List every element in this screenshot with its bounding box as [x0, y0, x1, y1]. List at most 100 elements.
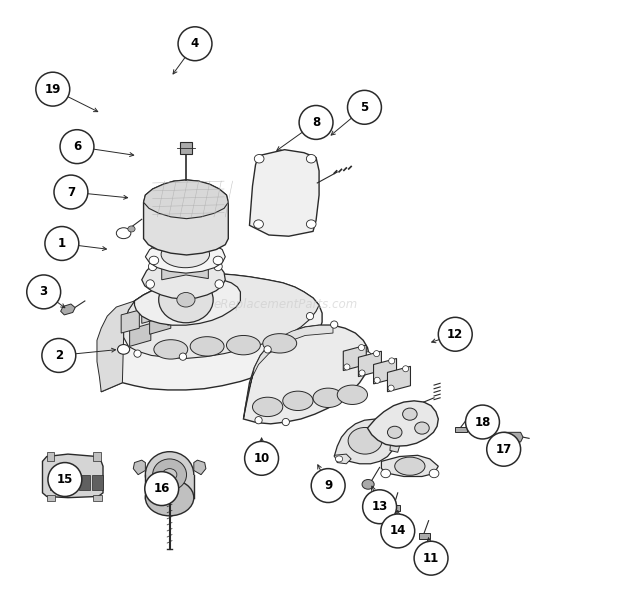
- Polygon shape: [121, 310, 140, 333]
- Ellipse shape: [146, 280, 154, 288]
- Ellipse shape: [415, 422, 429, 434]
- Ellipse shape: [395, 457, 425, 475]
- Text: 4: 4: [191, 37, 199, 50]
- Ellipse shape: [388, 426, 402, 438]
- Ellipse shape: [335, 456, 343, 462]
- Polygon shape: [249, 150, 319, 237]
- Circle shape: [54, 175, 88, 209]
- Polygon shape: [144, 180, 228, 255]
- Polygon shape: [390, 431, 401, 452]
- Circle shape: [48, 463, 82, 497]
- Polygon shape: [145, 238, 225, 273]
- Polygon shape: [97, 301, 135, 392]
- Polygon shape: [142, 255, 225, 299]
- Bar: [46, 496, 55, 502]
- Ellipse shape: [348, 427, 382, 454]
- Text: 10: 10: [254, 452, 270, 465]
- Ellipse shape: [313, 388, 343, 407]
- Text: 15: 15: [56, 473, 73, 486]
- Bar: [92, 475, 103, 491]
- Circle shape: [60, 130, 94, 164]
- Text: eReplacementParts.com: eReplacementParts.com: [214, 297, 358, 311]
- Circle shape: [414, 541, 448, 575]
- Polygon shape: [244, 325, 333, 419]
- Polygon shape: [130, 323, 151, 347]
- Circle shape: [348, 91, 381, 124]
- Polygon shape: [101, 274, 322, 392]
- Ellipse shape: [429, 469, 439, 478]
- Circle shape: [466, 405, 500, 439]
- Ellipse shape: [159, 277, 213, 323]
- Circle shape: [27, 275, 61, 309]
- Polygon shape: [186, 296, 207, 319]
- Text: 16: 16: [154, 482, 170, 495]
- Bar: [419, 533, 430, 539]
- Text: 1: 1: [58, 237, 66, 250]
- Polygon shape: [501, 432, 523, 442]
- Ellipse shape: [190, 337, 224, 356]
- Ellipse shape: [359, 370, 365, 376]
- Polygon shape: [135, 277, 241, 325]
- Bar: [50, 475, 61, 491]
- Bar: [455, 427, 467, 432]
- Bar: [94, 496, 102, 502]
- Ellipse shape: [226, 336, 260, 355]
- Ellipse shape: [148, 262, 157, 271]
- Circle shape: [438, 317, 472, 351]
- Polygon shape: [162, 264, 208, 280]
- Bar: [94, 452, 100, 461]
- Polygon shape: [123, 274, 319, 359]
- Polygon shape: [358, 351, 381, 376]
- Ellipse shape: [254, 220, 264, 229]
- Polygon shape: [133, 460, 145, 475]
- Polygon shape: [142, 300, 160, 323]
- Ellipse shape: [337, 385, 368, 404]
- Polygon shape: [368, 401, 438, 446]
- Ellipse shape: [214, 262, 222, 271]
- Text: 8: 8: [312, 116, 320, 129]
- Polygon shape: [43, 454, 103, 498]
- Bar: [180, 142, 192, 154]
- Ellipse shape: [402, 366, 409, 371]
- Circle shape: [178, 27, 212, 61]
- Ellipse shape: [213, 256, 223, 264]
- Ellipse shape: [330, 321, 338, 328]
- Ellipse shape: [177, 292, 195, 307]
- Ellipse shape: [134, 350, 141, 358]
- Circle shape: [245, 441, 278, 475]
- Polygon shape: [244, 325, 370, 424]
- Polygon shape: [343, 345, 366, 370]
- Polygon shape: [373, 359, 397, 384]
- Text: 13: 13: [371, 500, 388, 513]
- Ellipse shape: [358, 345, 365, 351]
- Ellipse shape: [128, 226, 135, 232]
- Ellipse shape: [117, 228, 131, 238]
- Text: 17: 17: [495, 443, 512, 456]
- Text: 19: 19: [45, 83, 61, 95]
- Polygon shape: [334, 419, 395, 464]
- Polygon shape: [194, 460, 206, 475]
- Ellipse shape: [402, 408, 417, 420]
- Circle shape: [299, 105, 333, 139]
- Ellipse shape: [344, 364, 350, 370]
- Text: 9: 9: [324, 479, 332, 492]
- Bar: [65, 475, 76, 491]
- Ellipse shape: [161, 241, 210, 268]
- Circle shape: [487, 432, 521, 466]
- Bar: [389, 505, 399, 511]
- Circle shape: [381, 514, 415, 548]
- Ellipse shape: [306, 220, 316, 229]
- Text: 7: 7: [67, 185, 75, 199]
- Ellipse shape: [211, 240, 221, 249]
- Ellipse shape: [263, 334, 297, 353]
- Text: 14: 14: [389, 525, 406, 537]
- Polygon shape: [149, 311, 170, 334]
- Bar: [79, 475, 90, 491]
- Circle shape: [145, 472, 179, 505]
- Ellipse shape: [373, 351, 379, 357]
- Text: 11: 11: [423, 551, 439, 565]
- Ellipse shape: [118, 345, 130, 354]
- Polygon shape: [388, 367, 410, 392]
- Ellipse shape: [254, 154, 264, 163]
- Ellipse shape: [153, 459, 187, 491]
